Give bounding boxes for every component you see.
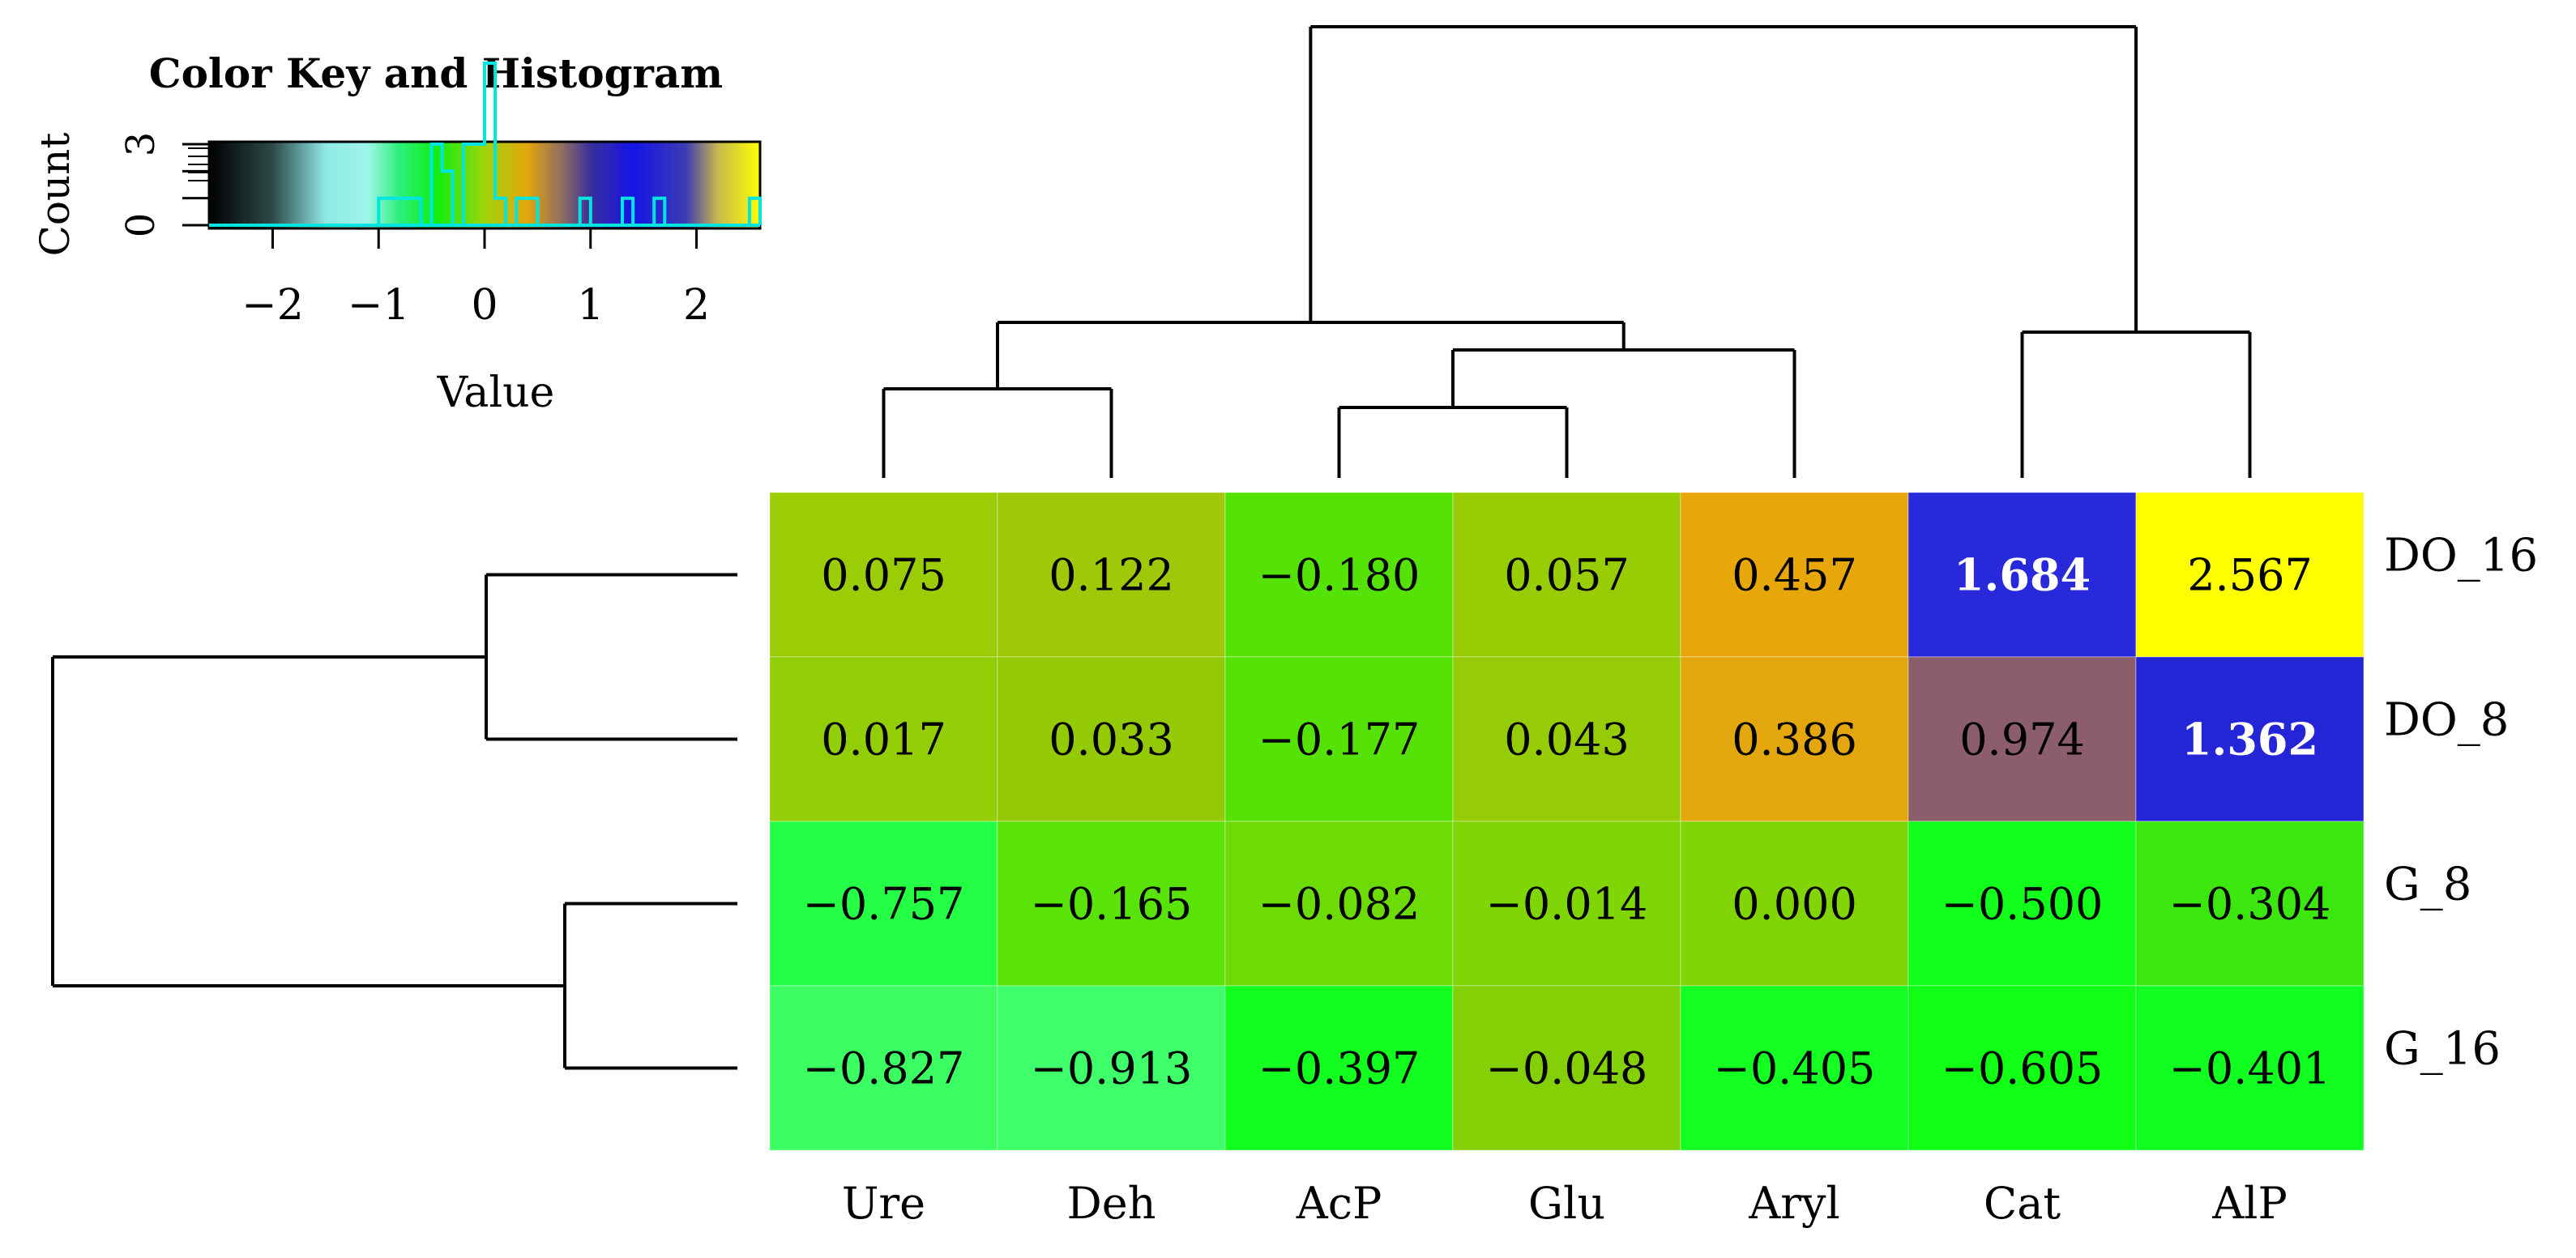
cell-DO_16-Aryl — [1680, 492, 1909, 658]
count-tick-label-0: 0 — [118, 213, 164, 238]
cell-DO_8-Cat — [1907, 656, 2137, 822]
color-key-count-label: Count — [32, 133, 79, 257]
value-label-DO_8-AlP: 1.362 — [2181, 714, 2318, 765]
cell-G_16-Glu — [1452, 985, 1681, 1151]
cell-G_8-Glu — [1452, 821, 1681, 987]
cell-DO_8-Aryl — [1680, 656, 1909, 822]
value-label-G_8-AcP: −0.082 — [1258, 879, 1420, 930]
value-label-G_16-AlP: −0.401 — [2169, 1043, 2331, 1094]
cell-G_8-Deh — [997, 821, 1226, 987]
value-tick-label-1: −1 — [348, 281, 410, 330]
value-label-DO_16-Aryl: 0.457 — [1732, 550, 1857, 601]
value-label-G_16-Deh: −0.913 — [1031, 1043, 1193, 1094]
cell-G_8-AcP — [1224, 821, 1454, 987]
value-label-G_8-Aryl: 0.000 — [1732, 879, 1857, 930]
value-tick-label-4: 2 — [683, 281, 710, 330]
column-label-AlP: AlP — [2211, 1178, 2288, 1229]
value-label-DO_16-Ure: 0.075 — [821, 550, 946, 601]
count-axis: 03 — [118, 132, 209, 238]
value-label-G_8-AlP: −0.304 — [2169, 879, 2331, 930]
value-label-DO_8-Glu: 0.043 — [1504, 714, 1630, 765]
cell-G_8-AlP — [2135, 821, 2365, 987]
column-label-Ure: Ure — [842, 1178, 925, 1229]
value-label-DO_16-AlP: 2.567 — [2187, 550, 2313, 601]
value-label-DO_16-Cat: 1.684 — [1954, 549, 2091, 601]
cell-DO_8-Deh — [997, 656, 1226, 822]
value-label-DO_8-Ure: 0.017 — [821, 714, 946, 765]
color-key-value-label: Value — [437, 369, 555, 417]
value-label-G_16-Ure: −0.827 — [803, 1043, 965, 1094]
value-label-G_8-Glu: −0.014 — [1486, 879, 1648, 930]
row-label-DO_16: DO_16 — [2384, 530, 2538, 582]
value-label-G_16-Glu: −0.048 — [1486, 1043, 1648, 1094]
cell-G_8-Aryl — [1680, 821, 1909, 987]
value-label-DO_16-AcP: −0.180 — [1258, 550, 1420, 601]
column-dendrogram — [882, 25, 2252, 478]
value-label-DO_8-Deh: 0.033 — [1049, 714, 1174, 765]
row-label-G_8: G_8 — [2384, 859, 2471, 911]
column-label-Deh: Deh — [1066, 1178, 1156, 1229]
cell-DO_16-Deh — [997, 492, 1226, 658]
cell-G_16-AcP — [1224, 985, 1454, 1151]
value-label-DO_16-Deh: 0.122 — [1049, 550, 1174, 601]
cell-DO_8-Ure — [769, 656, 998, 822]
color-key-title: Color Key and Histogram — [149, 49, 723, 97]
row-label-DO_8: DO_8 — [2384, 694, 2509, 747]
color-key: Color Key and Histogram Count 03 −2 −1 0 1 2… — [32, 49, 762, 417]
cell-DO_16-AcP — [1224, 492, 1454, 658]
value-label-G_8-Cat: −0.500 — [1942, 879, 2104, 930]
value-label-G_8-Ure: −0.757 — [803, 879, 965, 930]
value-tick-label-0: −2 — [241, 281, 304, 330]
column-labels: Ure Deh AcP Glu Aryl Cat AlP — [842, 1178, 2288, 1229]
cell-G_8-Ure — [769, 821, 998, 987]
row-label-G_16: G_16 — [2384, 1023, 2501, 1076]
cell-G_16-Deh — [997, 985, 1226, 1151]
color-key-histogram — [209, 62, 762, 227]
value-axis: −2 −1 0 1 2 — [241, 227, 710, 330]
value-label-G_16-Aryl: −0.405 — [1714, 1043, 1876, 1094]
cell-DO_16-Cat — [1907, 492, 2137, 658]
cell-DO_8-AlP — [2135, 656, 2365, 822]
cell-DO_16-Glu — [1452, 492, 1681, 658]
value-label-G_8-Deh: −0.165 — [1031, 879, 1193, 930]
cell-G_8-Cat — [1907, 821, 2137, 987]
count-tick-label-3: 3 — [118, 132, 164, 157]
column-label-Glu: Glu — [1528, 1178, 1605, 1229]
cell-G_16-AlP — [2135, 985, 2365, 1151]
value-label-DO_8-Aryl: 0.386 — [1732, 714, 1857, 765]
cell-DO_16-Ure — [769, 492, 998, 658]
cell-G_16-Cat — [1907, 985, 2137, 1151]
row-labels: DO_16 DO_8 G_8 G_16 — [2384, 530, 2538, 1076]
row-dendrogram — [51, 573, 737, 1070]
value-tick-label-2: 0 — [471, 281, 498, 330]
value-label-G_16-Cat: −0.605 — [1942, 1043, 2104, 1094]
column-label-Cat: Cat — [1984, 1178, 2061, 1229]
heatmap-value-labels: 0.075 0.122 −0.180 0.057 0.457 1.684 2.567 0.01… — [803, 549, 2331, 1094]
cell-DO_8-AcP — [1224, 656, 1454, 822]
value-tick-label-3: 1 — [577, 281, 604, 330]
column-label-AcP: AcP — [1296, 1178, 1382, 1229]
value-label-DO_8-AcP: −0.177 — [1258, 714, 1420, 765]
color-key-bar — [207, 140, 762, 230]
value-label-DO_16-Glu: 0.057 — [1504, 550, 1630, 601]
cell-DO_16-AlP — [2135, 492, 2365, 658]
cell-G_16-Aryl — [1680, 985, 1909, 1151]
cell-DO_8-Glu — [1452, 656, 1681, 822]
column-label-Aryl: Aryl — [1748, 1178, 1840, 1229]
heatmap-cells — [769, 492, 2365, 1151]
value-label-G_16-AcP: −0.397 — [1258, 1043, 1420, 1094]
value-label-DO_8-Cat: 0.974 — [1959, 714, 2085, 765]
